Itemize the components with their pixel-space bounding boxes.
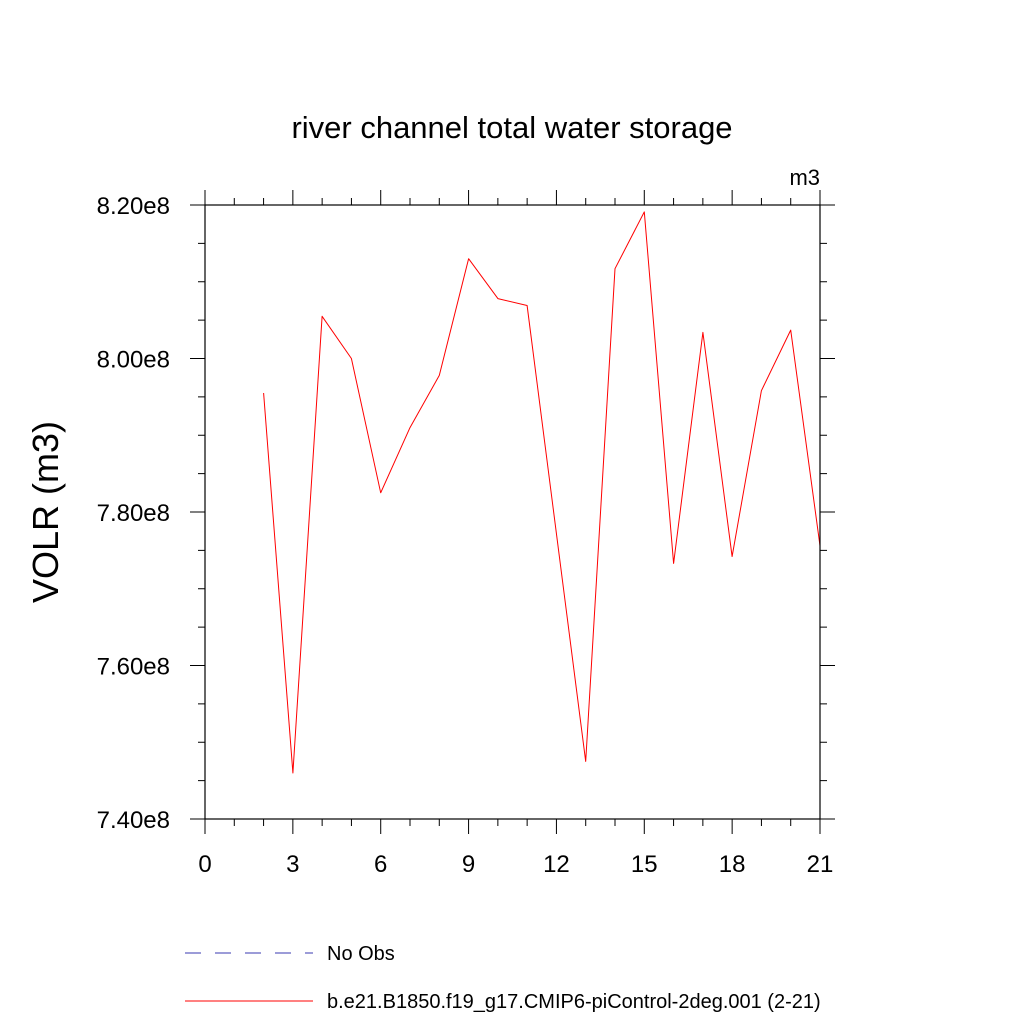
x-tick-label: 15 — [631, 851, 658, 878]
legend: No Obs b.e21.B1850.f19_g17.CMIP6-piContr… — [185, 943, 821, 1013]
x-tick-label: 9 — [462, 851, 475, 878]
y-tick-label: 7.40e8 — [97, 807, 170, 834]
x-tick-label: 6 — [374, 851, 387, 878]
plot-frame — [204, 204, 821, 820]
y-tick-label: 8.00e8 — [97, 347, 170, 374]
series-group — [263, 211, 821, 774]
y-tick-label: 7.80e8 — [97, 500, 170, 527]
x-tick-label: 21 — [807, 851, 834, 878]
x-tick-label: 18 — [719, 851, 746, 878]
units-label: m3 — [789, 165, 820, 190]
legend-label-no-obs: No Obs — [327, 943, 395, 965]
x-tick-label: 0 — [198, 851, 211, 878]
axis-ticks — [190, 190, 835, 834]
x-tick-label: 12 — [543, 851, 570, 878]
chart-title: river channel total water storage — [291, 110, 732, 145]
y-axis-label: VOLR (m3) — [25, 421, 66, 603]
legend-label-model-run: b.e21.B1850.f19_g17.CMIP6-piControl-2deg… — [327, 991, 821, 1013]
y-tick-label: 8.20e8 — [97, 193, 170, 220]
x-tick-label: 3 — [286, 851, 299, 878]
y-tick-label: 7.60e8 — [97, 654, 170, 681]
series-line-1 — [263, 211, 821, 774]
tick-labels: 0 3 6 9 12 15 18 21 7.40e8 7.60e8 7.80e8 8.00e8 8.20… — [97, 193, 834, 878]
